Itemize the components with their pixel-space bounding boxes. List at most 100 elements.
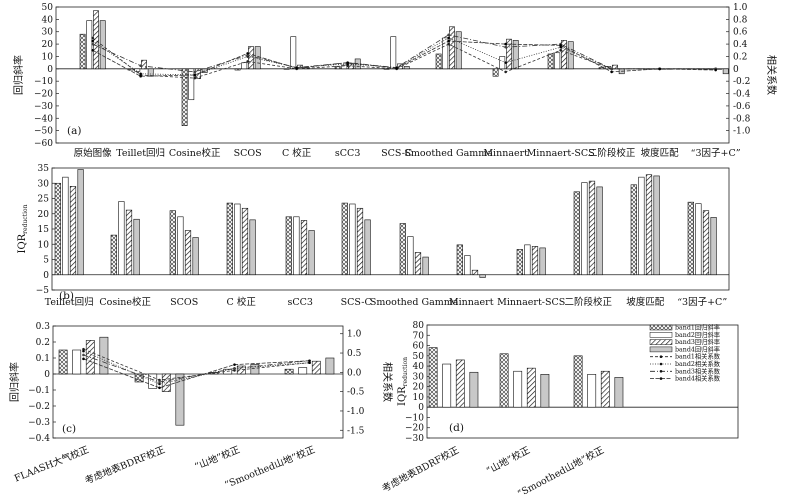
bar-band4-cat11 bbox=[653, 175, 660, 276]
bar-band4-cat6 bbox=[364, 219, 371, 276]
bar-band4-cat4 bbox=[249, 219, 256, 276]
y-tick-label: −30 bbox=[34, 102, 53, 112]
bar-band2-cat1 bbox=[86, 20, 93, 70]
corr-point-band3-cat2 bbox=[158, 380, 161, 384]
bar-band4-cat12 bbox=[710, 217, 717, 276]
y-tick-label: 20 bbox=[42, 40, 54, 50]
plot-frame bbox=[52, 325, 344, 439]
bar-band2-cat7 bbox=[390, 36, 397, 70]
corr-point-band1-cat1 bbox=[91, 36, 94, 40]
bar-band3-cat1 bbox=[93, 10, 99, 70]
chart-panel-b: −5 0 5 10 15 20 25 30 35 Teillet回归 Cosine校正 SCOS C 校… bbox=[17, 164, 730, 308]
y-tick-label: −20 bbox=[405, 424, 424, 434]
bar-band4-cat8 bbox=[479, 274, 486, 278]
corr-point-band4-cat1 bbox=[82, 357, 85, 361]
panel-label: (c) bbox=[62, 423, 76, 435]
bar-band4-cat4 bbox=[325, 357, 335, 375]
category-label: “3因子+C” bbox=[677, 297, 727, 308]
panel-label: (b) bbox=[59, 290, 74, 302]
bar-band1-cat4 bbox=[284, 368, 294, 375]
bar-band2-cat1 bbox=[72, 349, 82, 375]
corr-point-band3-cat3 bbox=[233, 367, 236, 370]
corr-point-band4-cat11 bbox=[610, 70, 613, 74]
corr-point-band4-cat8 bbox=[447, 39, 450, 43]
y-tick-label: 0 bbox=[47, 65, 53, 75]
bar-band1-cat1 bbox=[79, 33, 86, 70]
corr-point-band2-cat2 bbox=[158, 382, 161, 386]
y-tick-label: −0.1 bbox=[28, 386, 50, 396]
bar-band2-cat6 bbox=[349, 203, 356, 276]
corr-point-band4-cat3 bbox=[233, 363, 236, 366]
bar-band3-cat2 bbox=[141, 59, 147, 70]
corr-point-band4-cat4 bbox=[246, 52, 249, 55]
bar-band4-cat5 bbox=[308, 230, 315, 276]
corr-point-band1-cat10 bbox=[559, 48, 562, 52]
corr-point-band3-cat2 bbox=[139, 64, 142, 68]
bar-band2-cat9 bbox=[524, 244, 531, 276]
category-label: Cosine校正 bbox=[169, 147, 221, 159]
corr-point-band4-cat4 bbox=[308, 359, 311, 363]
bar-band3-cat2 bbox=[161, 373, 171, 392]
bar-band1-cat5 bbox=[283, 68, 290, 70]
bar-band3-cat8 bbox=[449, 26, 455, 70]
bar-band4-cat2 bbox=[133, 218, 140, 276]
category-label: 坡度匹配 bbox=[641, 147, 680, 159]
bar-band4-cat13 bbox=[722, 68, 729, 75]
corr-point-band4-cat9 bbox=[504, 42, 507, 46]
bar-band1-cat11 bbox=[598, 67, 605, 70]
y-axis-label: IQRreduction bbox=[17, 204, 29, 253]
category-label: C 校正 bbox=[282, 147, 312, 159]
y2-tick-label: -0.2 bbox=[733, 77, 750, 87]
legend-label: band1相关系数 bbox=[675, 352, 721, 361]
bar-band3-cat2 bbox=[526, 367, 536, 408]
y2-tick-label: 0.4 bbox=[733, 40, 748, 50]
legend-marker-band4 bbox=[659, 377, 663, 380]
legend-label: band3相关系数 bbox=[675, 366, 721, 375]
corr-point-band3-cat8 bbox=[447, 33, 450, 37]
category-label: Minnaert-SCS bbox=[527, 148, 595, 159]
legend-label: band2回归斜率 bbox=[675, 330, 720, 339]
corr-point-band1-cat4 bbox=[246, 60, 249, 63]
y-tick-label: 40 bbox=[413, 362, 425, 372]
corr-point-band2-cat10 bbox=[559, 45, 562, 49]
bar-band1-cat2 bbox=[134, 373, 144, 383]
corr-point-band3-cat4 bbox=[246, 53, 249, 57]
bar-band2-cat4 bbox=[234, 203, 241, 276]
y-tick-label: −50 bbox=[34, 127, 53, 137]
bar-band2-cat4 bbox=[298, 367, 308, 375]
legend-label: band4相关系数 bbox=[675, 374, 721, 383]
bar-band3-cat1 bbox=[69, 186, 77, 276]
bar-band1-cat1 bbox=[428, 347, 438, 408]
category-label: SCS-C bbox=[341, 297, 372, 308]
y-tick-label: 10 bbox=[38, 240, 50, 250]
corr-point-band4-cat2 bbox=[158, 386, 161, 390]
bar-band2-cat8 bbox=[442, 37, 449, 70]
bar-band2-cat2 bbox=[513, 370, 523, 408]
bar-band4-cat9 bbox=[512, 40, 519, 70]
y2-tick-label: -0.5 bbox=[347, 388, 365, 398]
bar-band3-cat4 bbox=[248, 46, 254, 70]
category-label: Teillet回归 bbox=[45, 296, 94, 308]
bar-band4-cat1 bbox=[77, 169, 84, 276]
y2-tick-label: 1.0 bbox=[347, 330, 362, 340]
bar-band3-cat11 bbox=[612, 64, 618, 70]
plot-frame bbox=[55, 6, 730, 144]
bar-band3-cat9 bbox=[531, 246, 539, 276]
bar-band3-cat9 bbox=[506, 38, 512, 70]
bar-band4-cat1 bbox=[469, 371, 479, 408]
y-tick-label: 10 bbox=[42, 52, 54, 62]
bar-band3-cat2 bbox=[125, 209, 133, 276]
y-tick-label: 40 bbox=[42, 15, 54, 25]
corr-point-band1-cat3 bbox=[233, 369, 236, 372]
y-tick-label: −10 bbox=[405, 413, 424, 423]
y2-tick-label: -0.8 bbox=[733, 114, 751, 124]
y-tick-label: 0.1 bbox=[36, 354, 50, 364]
bar-band4-cat3 bbox=[192, 237, 199, 276]
bar-band2-cat8 bbox=[464, 255, 471, 276]
legend-marker-band3 bbox=[659, 370, 663, 373]
corr-point-band4-cat1 bbox=[91, 48, 94, 52]
y-axis-label-sub: reduction bbox=[22, 204, 29, 233]
bar-band2-cat1 bbox=[442, 363, 452, 408]
category-label: SCS-C bbox=[381, 148, 412, 159]
